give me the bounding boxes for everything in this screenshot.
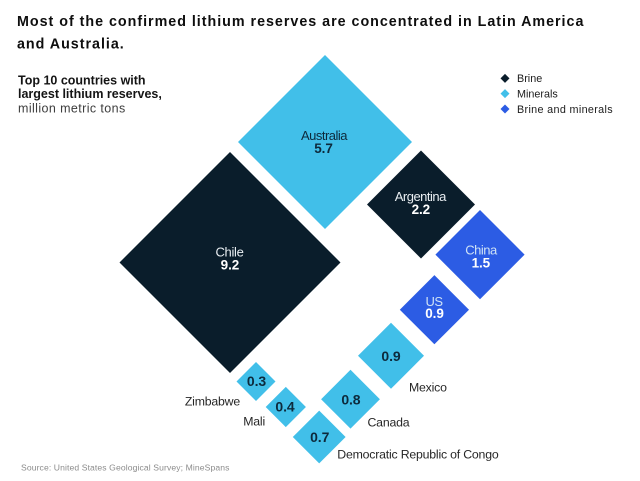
svg-text:0.8: 0.8 (341, 391, 360, 407)
svg-text:Brine: Brine (517, 73, 542, 85)
svg-text:and Australia.: and Australia. (17, 36, 125, 52)
svg-text:9.2: 9.2 (221, 258, 239, 273)
svg-text:1.5: 1.5 (472, 255, 491, 270)
svg-text:Zimbabwe: Zimbabwe (185, 395, 240, 409)
svg-text:0.3: 0.3 (247, 373, 266, 389)
svg-text:Argentina: Argentina (395, 189, 447, 204)
svg-text:Source: United States Geologic: Source: United States Geological Survey;… (21, 463, 230, 473)
svg-text:largest lithium reserves,: largest lithium reserves, (18, 87, 162, 101)
svg-text:0.7: 0.7 (310, 429, 329, 445)
svg-text:Canada: Canada (368, 415, 410, 429)
svg-text:Chile: Chile (215, 244, 243, 259)
svg-text:0.9: 0.9 (381, 348, 400, 364)
svg-text:Most of the confirmed lithium: Most of the confirmed lithium reserves a… (17, 14, 584, 30)
svg-text:million metric tons: million metric tons (18, 102, 126, 116)
svg-text:Brine and minerals: Brine and minerals (517, 104, 613, 116)
svg-text:2.2: 2.2 (412, 202, 430, 217)
svg-text:Minerals: Minerals (517, 89, 558, 101)
svg-text:0.9: 0.9 (425, 306, 443, 321)
svg-text:5.7: 5.7 (314, 141, 332, 156)
svg-text:US: US (425, 294, 443, 309)
svg-text:Democratic Republic of Congo: Democratic Republic of Congo (337, 447, 499, 461)
svg-text:Mali: Mali (243, 415, 265, 429)
svg-text:Australia: Australia (301, 128, 348, 143)
svg-text:Top 10 countries with: Top 10 countries with (18, 74, 146, 88)
svg-text:China: China (465, 242, 498, 257)
svg-text:Mexico: Mexico (409, 380, 447, 394)
svg-text:0.4: 0.4 (275, 399, 294, 415)
